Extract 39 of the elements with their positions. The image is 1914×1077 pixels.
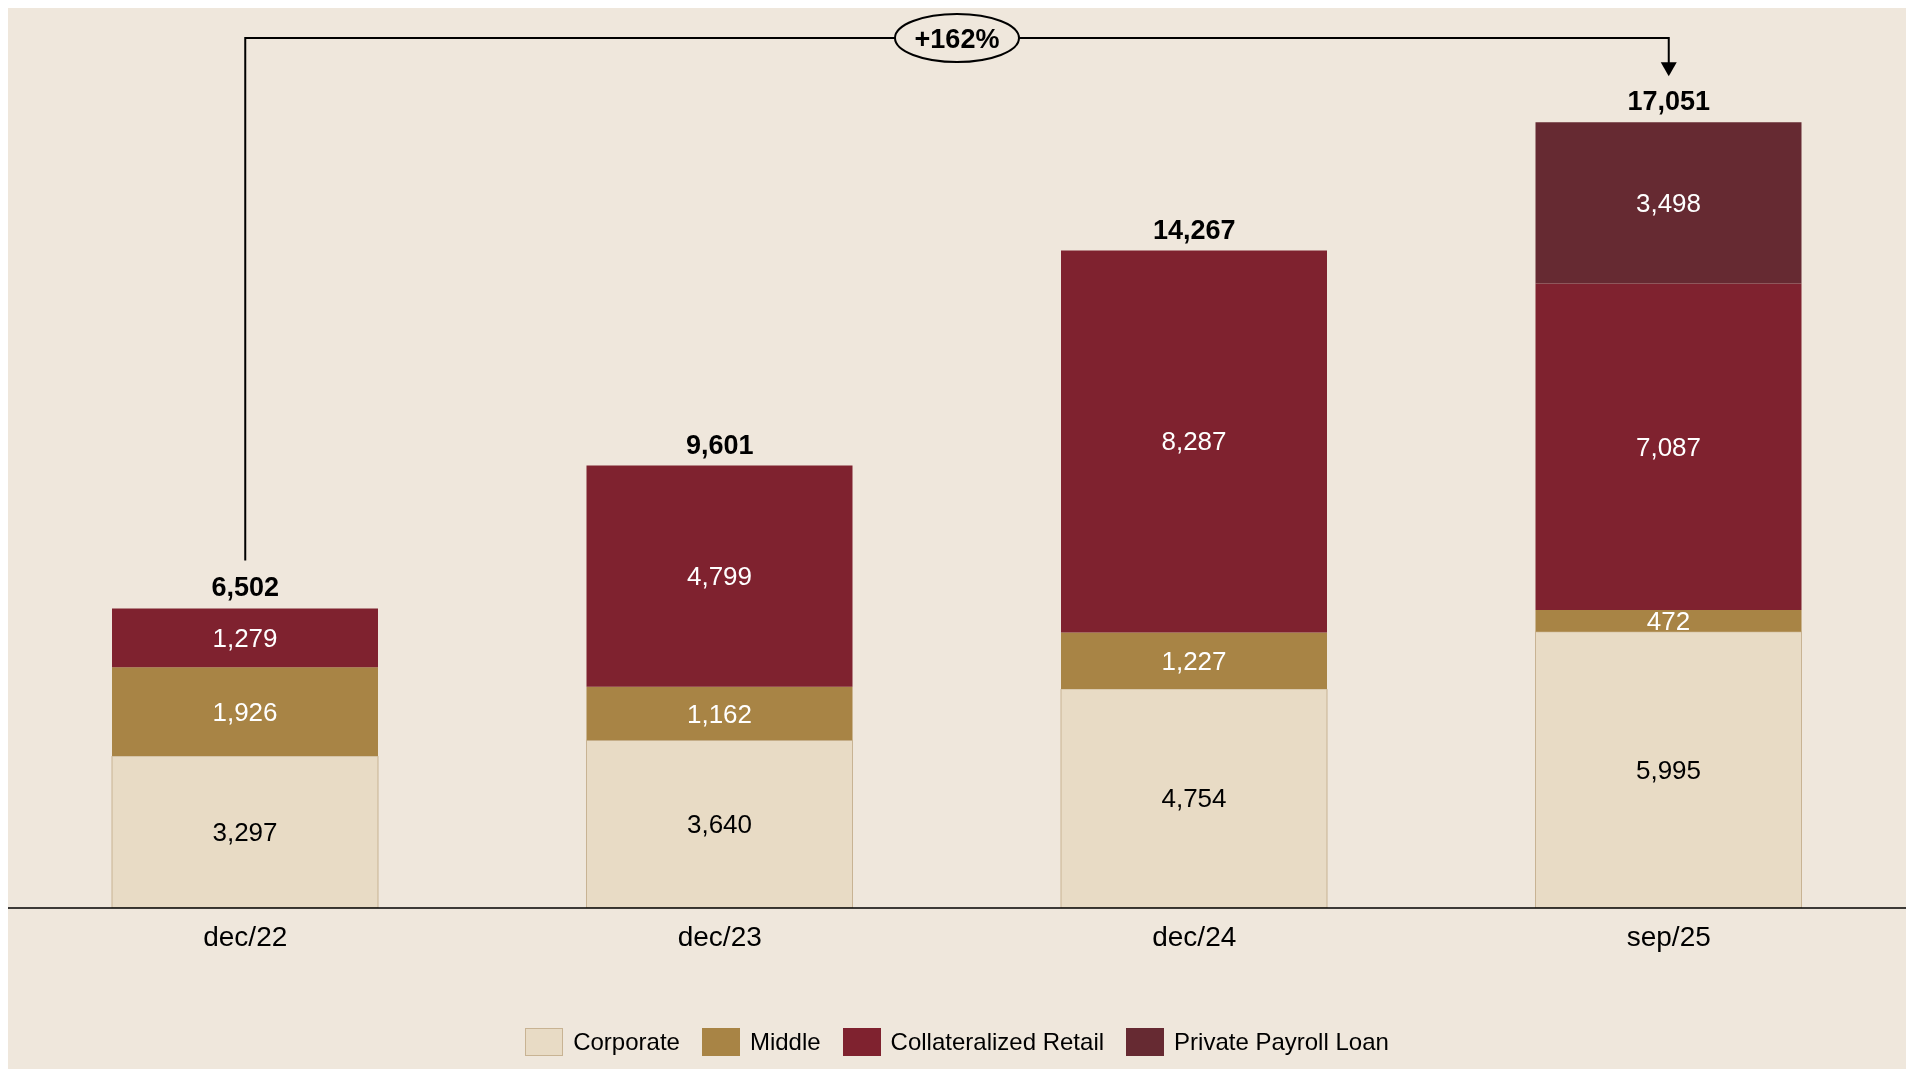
bar [112, 608, 378, 668]
data-label: 1,227 [1161, 645, 1227, 676]
data-label: 5,995 [1635, 754, 1702, 785]
data-label: 4,754 [1161, 783, 1227, 814]
data-label: 1,162 [686, 698, 753, 729]
bar [586, 465, 853, 687]
data-label: 7,087 [1635, 431, 1702, 462]
data-label: 472 [1646, 605, 1691, 636]
x-tick-label: sep/25 [1626, 920, 1711, 952]
bar [1060, 688, 1328, 908]
x-tick-label: dec/23 [677, 920, 762, 952]
total-label: 6,502 [211, 572, 280, 603]
legend-label: Corporate [573, 1028, 680, 1056]
data-label: 8,287 [1161, 426, 1227, 457]
bar [1535, 631, 1802, 908]
data-label: 3,297 [212, 817, 278, 848]
bar [1535, 283, 1802, 611]
bar [1061, 632, 1327, 689]
bar [1061, 250, 1327, 633]
bar [586, 686, 853, 741]
text: +162% [914, 24, 1000, 54]
x-tick-label: dec/22 [203, 920, 288, 952]
data-label: 1,279 [212, 622, 278, 653]
legend-label: Middle [749, 1028, 821, 1056]
bar [586, 739, 853, 908]
total-label: 14,267 [1152, 214, 1236, 245]
bar [1535, 122, 1802, 284]
x-tick-label: dec/24 [1152, 920, 1237, 952]
legend-label: Collateralized Retail [890, 1028, 1105, 1056]
data-label: 1,926 [212, 696, 278, 727]
bar [112, 667, 378, 757]
data-label: 4,799 [686, 561, 753, 592]
legend-label: Private Payroll Loan [1174, 1028, 1389, 1056]
data-label: 3,498 [1635, 187, 1702, 218]
total-label: 17,051 [1627, 86, 1711, 117]
bar [1535, 610, 1802, 632]
bar [111, 755, 379, 908]
data-label: 3,640 [686, 809, 753, 840]
total-label: 9,601 [685, 429, 754, 460]
